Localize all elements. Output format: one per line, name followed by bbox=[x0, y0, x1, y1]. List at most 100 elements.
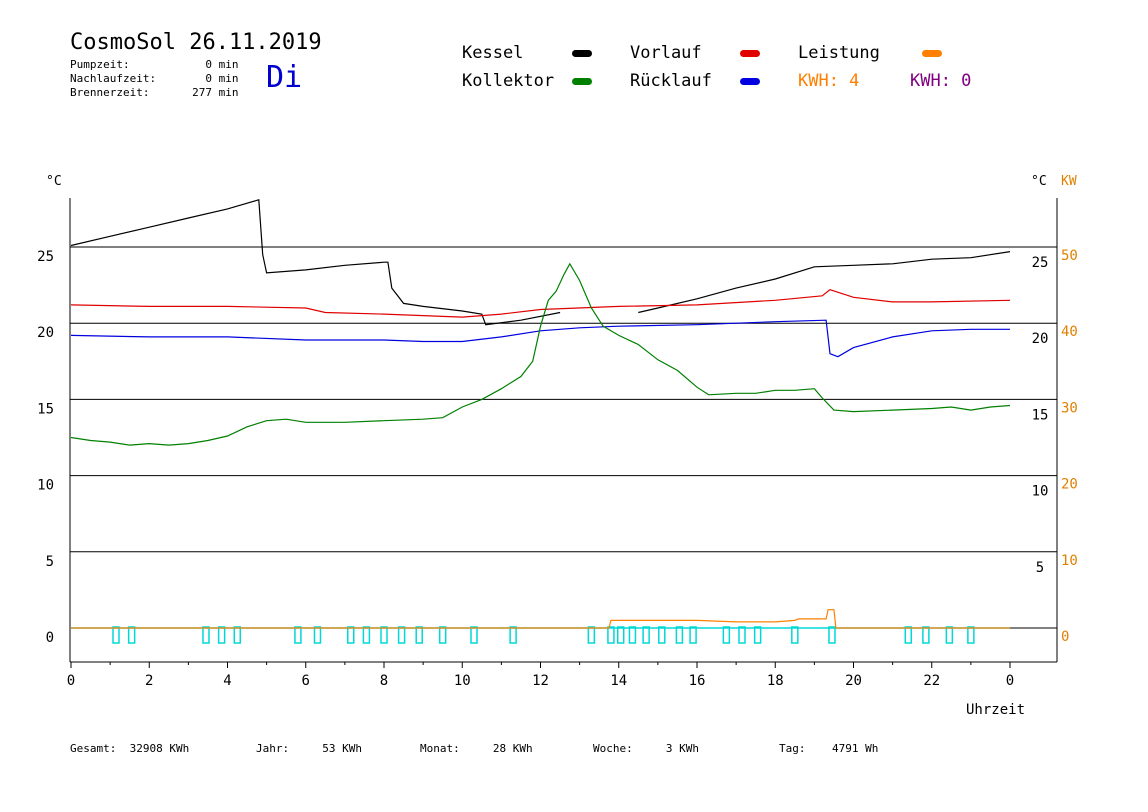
footer-value: 4791 Wh bbox=[832, 742, 879, 755]
y-kw-tick-label: 0 bbox=[1061, 629, 1069, 645]
pump-pulse bbox=[658, 626, 666, 644]
x-tick-label: 8 bbox=[380, 673, 388, 689]
legend-kwh-purple: KWH: 0 bbox=[910, 71, 972, 91]
pump-pulse bbox=[967, 626, 975, 644]
pump-pulse bbox=[233, 626, 242, 644]
pump-pulse bbox=[112, 626, 120, 644]
pump-pulse bbox=[470, 626, 478, 644]
pump-pulse bbox=[753, 626, 762, 644]
pump-pulse bbox=[362, 626, 371, 644]
series-line-kessel bbox=[70, 199, 561, 326]
footer-value: 53 KWh bbox=[322, 742, 362, 755]
pump-pulse bbox=[607, 626, 615, 644]
footer-label: Tag: bbox=[779, 742, 806, 755]
x-tick-label: 18 bbox=[767, 673, 784, 689]
stat-label: Nachlaufzeit: bbox=[70, 72, 157, 85]
x-tick-label: 6 bbox=[302, 673, 310, 689]
pump-pulse bbox=[202, 626, 210, 644]
y-right-tick-label: 5 bbox=[1036, 560, 1044, 576]
pump-pulse bbox=[689, 626, 697, 644]
y-kw-tick-label: 30 bbox=[1061, 400, 1078, 416]
x-tick-label: 20 bbox=[845, 673, 862, 689]
footer-value: 3 KWh bbox=[665, 742, 699, 755]
footer-label: Gesamt: bbox=[70, 742, 117, 755]
footer-label: Monat: bbox=[420, 742, 460, 755]
y-kw-tick-label: 50 bbox=[1061, 248, 1078, 264]
stat-value: 0 bbox=[205, 58, 212, 71]
series-line-ruecklauf bbox=[70, 319, 1010, 358]
stat-nachlaufzeit: Nachlaufzeit: 0 min bbox=[70, 72, 239, 85]
legend-kollektor-label: Kollektor bbox=[462, 71, 555, 91]
footer-jahr: Jahr: 53 KWh bbox=[256, 742, 362, 755]
footer-gesamt: Gesamt: 32908 KWh bbox=[70, 742, 189, 755]
series-line-leistung bbox=[71, 609, 1010, 629]
y-left-tick-label: 15 bbox=[37, 401, 54, 417]
stat-unit: min bbox=[218, 86, 239, 99]
series-layer bbox=[70, 199, 1011, 644]
pump-pulse bbox=[904, 626, 913, 644]
y-kw-tick-label: 10 bbox=[1061, 553, 1078, 569]
stat-value: 0 bbox=[205, 72, 212, 85]
pump-pulse bbox=[722, 626, 731, 644]
pump-pulse bbox=[945, 626, 954, 644]
pump-pulse bbox=[642, 626, 650, 644]
legend-kollektor-swatch bbox=[572, 78, 592, 85]
y-kw-tick-label: 40 bbox=[1061, 324, 1078, 340]
legend-ruecklauf-label: Rücklauf bbox=[630, 71, 712, 91]
y-left-tick-label: 0 bbox=[46, 630, 54, 646]
series-line-vorlauf bbox=[70, 289, 1011, 318]
x-tick-label: 22 bbox=[923, 673, 940, 689]
footer-value: 32908 KWh bbox=[129, 742, 190, 755]
legend-kwh-orange: KWH: 4 bbox=[798, 71, 860, 91]
y-right-tick-label: 25 bbox=[1032, 255, 1049, 271]
stat-value: 277 bbox=[192, 86, 212, 99]
legend-kessel-label: Kessel bbox=[462, 43, 524, 63]
pump-pulse bbox=[415, 626, 423, 644]
y-right-tick-label: 10 bbox=[1032, 484, 1049, 500]
y-kw-tick-label: 20 bbox=[1061, 477, 1078, 493]
stat-pumpzeit: Pumpzeit: 0 min bbox=[70, 58, 239, 71]
pump-pulse bbox=[738, 626, 746, 644]
legend-vorlauf-label: Vorlauf bbox=[630, 43, 702, 63]
footer-tag: Tag: 4791 Wh bbox=[779, 742, 878, 755]
x-tick-label: 16 bbox=[689, 673, 706, 689]
pump-pulse bbox=[313, 626, 322, 644]
x-tick-label: 10 bbox=[454, 673, 471, 689]
pump-pulse bbox=[616, 626, 625, 644]
legend-vorlauf-swatch bbox=[740, 50, 760, 57]
y-left-tick-label: 20 bbox=[37, 325, 54, 341]
pump-pulse bbox=[828, 626, 836, 644]
pump-pulse bbox=[438, 626, 447, 644]
stat-label: Pumpzeit: bbox=[70, 58, 130, 71]
series-line-kollektor bbox=[70, 262, 1011, 446]
pump-pulse bbox=[397, 626, 406, 644]
x-tick-label: 4 bbox=[223, 673, 231, 689]
pump-pulse bbox=[294, 626, 302, 644]
pump-pulse bbox=[628, 626, 637, 644]
footer-label: Jahr: bbox=[256, 742, 290, 755]
pump-pulse bbox=[509, 626, 517, 644]
footer-woche: Woche: 3 KWh bbox=[593, 742, 699, 755]
legend-leistung-swatch bbox=[922, 50, 942, 57]
x-tick-label: 14 bbox=[610, 673, 627, 689]
footer-value: 28 KWh bbox=[492, 742, 533, 755]
y-right-tick-label: 15 bbox=[1032, 407, 1049, 423]
pump-pulse bbox=[217, 626, 226, 644]
x-tick-label: 12 bbox=[532, 673, 549, 689]
series-line-kessel bbox=[638, 251, 1011, 314]
stat-unit: min bbox=[218, 72, 239, 85]
footer-label: Woche: bbox=[593, 742, 633, 755]
pump-pulse bbox=[922, 626, 930, 644]
legend-leistung-label: Leistung bbox=[798, 43, 880, 63]
y-left-tick-label: 5 bbox=[46, 554, 54, 570]
x-axis-label: Uhrzeit bbox=[966, 702, 1025, 718]
y-left-tick-label: 10 bbox=[37, 478, 54, 494]
grid-layer bbox=[70, 246, 1057, 553]
stat-unit: min bbox=[218, 58, 239, 71]
legend-kessel-swatch bbox=[572, 50, 592, 57]
footer-monat: Monat: 28 KWh bbox=[420, 742, 533, 755]
y-right-tick-label: 20 bbox=[1032, 331, 1049, 347]
x-tick-label: 2 bbox=[145, 673, 153, 689]
axis-layer: 0 2 4 6 8 10 12 14 16 18 20 22 0 0 5 10 15 20 25 5 10 15 20 25 0… bbox=[37, 198, 1078, 689]
